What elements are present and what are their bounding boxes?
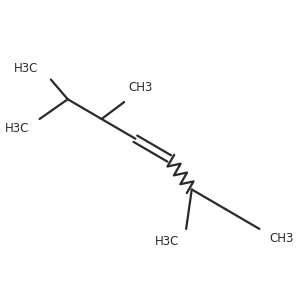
Text: CH3: CH3 bbox=[269, 232, 294, 245]
Text: H3C: H3C bbox=[155, 235, 179, 248]
Text: CH3: CH3 bbox=[128, 82, 153, 94]
Text: H3C: H3C bbox=[14, 62, 38, 75]
Text: H3C: H3C bbox=[5, 122, 30, 135]
